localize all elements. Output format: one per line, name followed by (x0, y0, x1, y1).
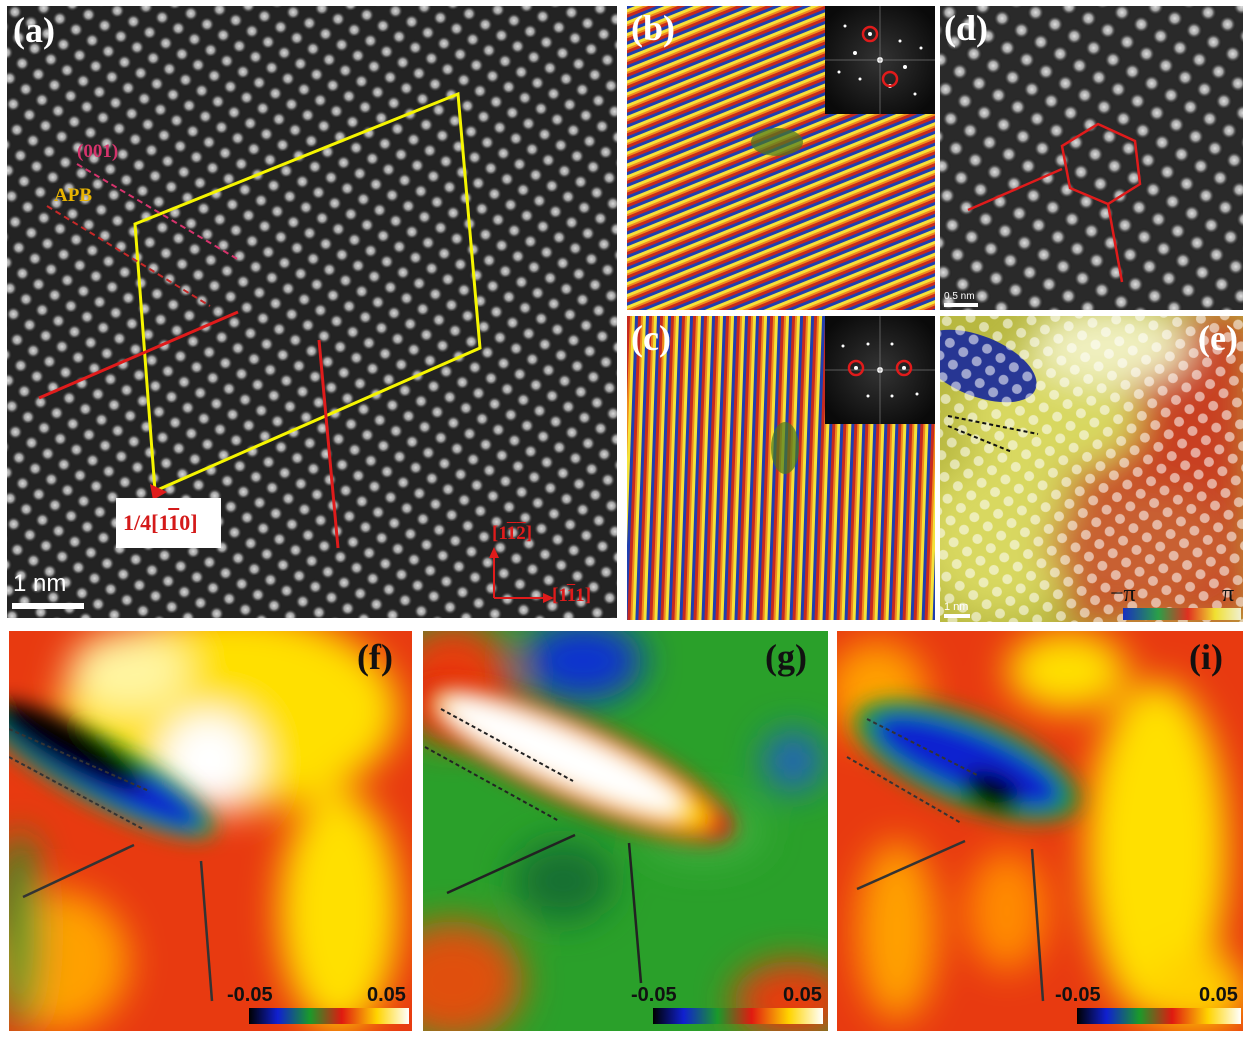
panel-a-hrtem-image: (a) (001) APB 1/4[110] [112] [111] 1 nm (7, 6, 617, 618)
panel-label-d: (d) (944, 8, 988, 48)
apb-label: APB (54, 185, 92, 206)
panel-label-e: (e) (1198, 318, 1238, 358)
cbar-max-f: 0.05 (367, 984, 406, 1006)
cbar-min-f: -0.05 (227, 984, 273, 1006)
scale-bar-label: 1 nm (13, 570, 67, 597)
panel-label-a: (a) (13, 10, 55, 50)
panel-label-g: (g) (765, 637, 807, 677)
burgers-circuit (133, 91, 482, 494)
plane-label-001: (001) (77, 141, 119, 162)
red-line-1 (38, 310, 239, 400)
red-line-2 (317, 339, 340, 549)
burgers-vector-box: 1/4[110] (116, 498, 221, 548)
scale-bar-label-d: 0.5 nm (944, 291, 975, 302)
axis-label-up: [112] (492, 523, 533, 544)
panel-label-c: (c) (631, 318, 671, 358)
phase-cbar-max: π (1222, 581, 1235, 607)
phase-cbar-min: −π (1110, 581, 1136, 607)
panel-f-strain-map: (f) -0.05 0.05 (9, 631, 412, 1031)
cbar-min-i: -0.05 (1055, 984, 1101, 1006)
burgers-vector-text: 1/4[1 (123, 510, 169, 535)
strain-colorbar-g (653, 1008, 823, 1024)
panel-label-b: (b) (631, 8, 675, 48)
panel-d-hrtem-zoom: (d) 0.5 nm (940, 6, 1243, 310)
axis-label-right: [111] (552, 585, 592, 606)
scale-bar-d (944, 303, 978, 307)
panel-label-i: (i) (1189, 637, 1223, 677)
panel-label-f: (f) (357, 637, 393, 677)
panel-c-fringe-map: (c) (627, 316, 935, 620)
panel-g-strain-map: (g) -0.05 0.05 (423, 631, 828, 1031)
panel-i-strain-map: (i) -0.05 0.05 (837, 631, 1243, 1031)
cbar-max-g: 0.05 (783, 984, 822, 1006)
panel-e-phase-map: (e) −π π 1 nm (940, 316, 1243, 622)
scale-bar (12, 603, 84, 609)
cbar-max-i: 0.05 (1199, 984, 1238, 1006)
strain-colorbar-i (1077, 1008, 1241, 1024)
scale-bar-label-e: 1 nm (944, 601, 969, 613)
cbar-min-g: -0.05 (631, 984, 677, 1006)
strain-colorbar-f (249, 1008, 409, 1024)
phase-colorbar (1123, 608, 1241, 620)
panel-b-fringe-map: (b) (627, 6, 935, 310)
burgers-arrow-icon (150, 484, 167, 500)
